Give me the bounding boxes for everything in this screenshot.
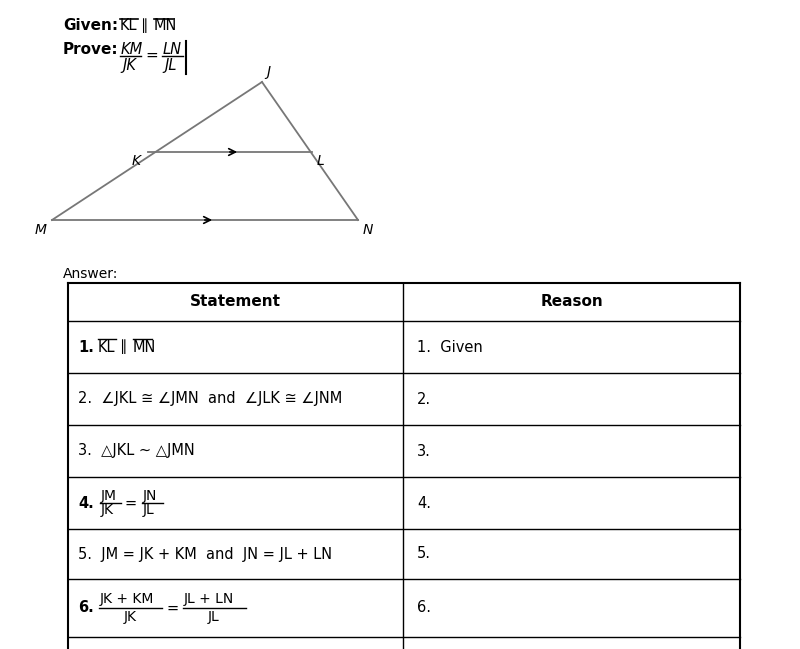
Text: 1.  Given: 1. Given [417, 339, 482, 354]
Text: M: M [35, 223, 47, 237]
Text: ∥: ∥ [119, 339, 126, 354]
Text: JN: JN [143, 489, 158, 503]
Text: K: K [132, 154, 141, 168]
Text: =: = [125, 495, 137, 511]
Text: JK: JK [101, 503, 114, 517]
Text: 6.: 6. [78, 600, 94, 615]
Text: JM: JM [101, 489, 117, 503]
Text: Answer:: Answer: [63, 267, 118, 281]
Text: JL: JL [164, 58, 177, 73]
Text: JK + KM: JK + KM [100, 592, 154, 606]
Text: 5.: 5. [417, 546, 431, 561]
Text: KL: KL [120, 18, 138, 33]
Text: Given:: Given: [63, 18, 118, 33]
Text: Statement: Statement [190, 295, 281, 310]
Text: JL: JL [143, 503, 154, 517]
Text: 2.: 2. [417, 391, 431, 406]
Text: MN: MN [133, 339, 156, 354]
Text: =: = [167, 600, 179, 615]
Text: JK: JK [122, 58, 136, 73]
Text: 3.  △JKL ∼ △JMN: 3. △JKL ∼ △JMN [78, 443, 194, 458]
Text: L: L [317, 154, 325, 168]
Text: 4.: 4. [417, 495, 431, 511]
Text: JK: JK [124, 610, 137, 624]
Text: N: N [363, 223, 374, 237]
Text: MN: MN [154, 18, 178, 33]
Text: ∥: ∥ [140, 18, 147, 33]
Text: KL: KL [98, 339, 115, 354]
Text: KM: KM [121, 42, 143, 57]
Text: Prove:: Prove: [63, 42, 118, 57]
Text: LN: LN [163, 42, 182, 57]
Text: J: J [266, 65, 270, 79]
Text: Reason: Reason [540, 295, 603, 310]
Text: =: = [145, 48, 158, 63]
Text: 3.: 3. [417, 443, 431, 458]
Text: 5.  JM = JK + KM  and  JN = JL + LN: 5. JM = JK + KM and JN = JL + LN [78, 546, 332, 561]
Text: 4.: 4. [78, 495, 94, 511]
Text: 2.  ∠JKL ≅ ∠JMN  and  ∠JLK ≅ ∠JNM: 2. ∠JKL ≅ ∠JMN and ∠JLK ≅ ∠JNM [78, 391, 342, 406]
Text: JL + LN: JL + LN [184, 592, 234, 606]
Text: 6.: 6. [417, 600, 431, 615]
Text: JL: JL [208, 610, 220, 624]
Text: 1.: 1. [78, 339, 94, 354]
